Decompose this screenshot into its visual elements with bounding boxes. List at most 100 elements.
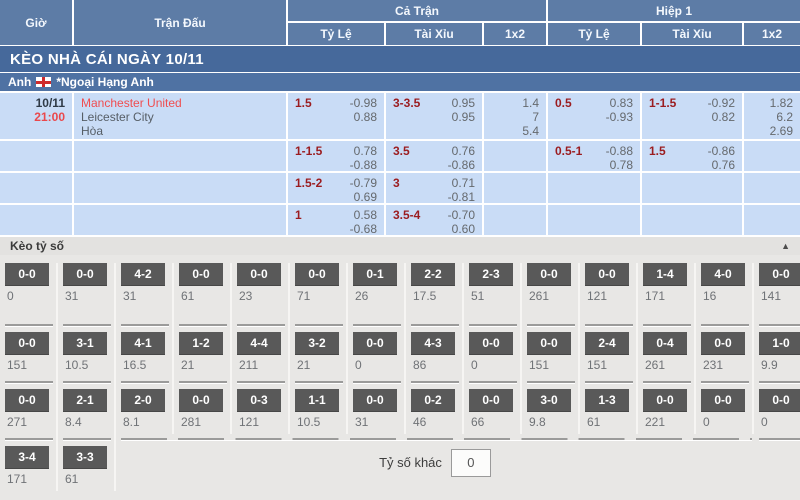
home-team[interactable]: Manchester United — [81, 96, 182, 110]
odd-value[interactable]: 0.95 — [451, 96, 475, 110]
ft-hdp-cell: 1 0.58 -0.68 — [288, 205, 384, 235]
handicap-value[interactable]: 3-3.5 — [393, 96, 421, 110]
handicap-value[interactable]: 1.5 — [295, 96, 312, 110]
odd-value[interactable]: 0.76 — [711, 158, 735, 171]
score-button[interactable]: 0-0 — [353, 332, 397, 354]
odd-value[interactable]: 0.78 — [609, 158, 633, 171]
score-button[interactable]: 2-1 — [63, 389, 107, 411]
score-odds: 21 — [181, 358, 195, 372]
odd-value[interactable]: 0.58 — [353, 208, 377, 222]
odd-value[interactable]: -0.86 — [447, 158, 475, 171]
handicap-value[interactable]: 0.5-1 — [555, 144, 583, 158]
away-team[interactable]: Leicester City — [81, 110, 154, 124]
score-button[interactable]: 0-0 — [353, 389, 397, 411]
odd-value[interactable]: 0.78 — [353, 144, 377, 158]
collapse-icon[interactable]: ▲ — [781, 241, 790, 251]
odd-value[interactable]: 0.82 — [711, 110, 735, 124]
score-button[interactable]: 0-0 — [759, 263, 800, 285]
1x2-odd[interactable]: 1.4 — [522, 96, 539, 110]
score-button[interactable]: 0-0 — [701, 389, 745, 411]
score-button[interactable]: 0-3 — [237, 389, 281, 411]
score-button[interactable]: 4-4 — [237, 332, 281, 354]
score-button[interactable]: 0-0 — [701, 332, 745, 354]
odd-value[interactable]: -0.88 — [605, 144, 633, 158]
handicap-value[interactable]: 1.5 — [649, 144, 666, 158]
score-button[interactable]: 2-0 — [121, 389, 165, 411]
score-button[interactable]: 0-0 — [5, 332, 49, 354]
score-button[interactable]: 3-3 — [63, 446, 107, 468]
score-button[interactable]: 1-1 — [295, 389, 339, 411]
odd-value[interactable]: 0.60 — [451, 222, 475, 235]
score-button[interactable]: 0-0 — [585, 263, 629, 285]
score-button[interactable]: 3-1 — [63, 332, 107, 354]
1x2-odd[interactable]: 5.4 — [522, 124, 539, 138]
score-button[interactable]: 4-3 — [411, 332, 455, 354]
odd-value[interactable]: 0.95 — [451, 110, 475, 124]
score-cell: 0-0 23 — [232, 263, 290, 320]
odd-value[interactable]: -0.93 — [605, 110, 633, 124]
score-button[interactable]: 0-0 — [643, 389, 687, 411]
handicap-value[interactable]: 3 — [393, 176, 400, 190]
odd-value[interactable]: -0.98 — [349, 96, 377, 110]
odd-value[interactable]: 0.88 — [353, 110, 377, 124]
score-button[interactable]: 3-4 — [5, 446, 49, 468]
handicap-value[interactable]: 0.5 — [555, 96, 572, 110]
handicap-value[interactable]: 1-1.5 — [649, 96, 677, 110]
handicap-value[interactable]: 1.5-2 — [295, 176, 323, 190]
draw-label[interactable]: Hòa — [81, 124, 104, 138]
score-button[interactable]: 2-3 — [469, 263, 513, 285]
header-full-time-group: Cả Trận — [288, 0, 546, 21]
score-button[interactable]: 3-2 — [295, 332, 339, 354]
score-button[interactable]: 2-2 — [411, 263, 455, 285]
score-button[interactable]: 0-4 — [643, 332, 687, 354]
score-button[interactable]: 4-0 — [701, 263, 745, 285]
handicap-value[interactable]: 1-1.5 — [295, 144, 323, 158]
odd-value[interactable]: -0.92 — [707, 96, 735, 110]
score-button[interactable]: 1-2 — [179, 332, 223, 354]
odd-value[interactable]: 0.76 — [451, 144, 475, 158]
odd-value[interactable]: 0.83 — [609, 96, 633, 110]
handicap-value[interactable]: 3.5-4 — [393, 208, 421, 222]
score-button[interactable]: 0-2 — [411, 389, 455, 411]
section-title: KÈO NHÀ CÁI NGÀY 10/11 — [0, 46, 800, 72]
league-band[interactable]: Anh *Ngoại Hạng Anh — [0, 73, 800, 91]
odd-value[interactable]: 0.69 — [353, 190, 377, 203]
score-button[interactable]: 0-0 — [469, 389, 513, 411]
odd-value[interactable]: -0.70 — [447, 208, 475, 222]
score-button[interactable]: 0-0 — [527, 263, 571, 285]
score-button[interactable]: 3-0 — [527, 389, 571, 411]
score-button[interactable]: 0-0 — [295, 263, 339, 285]
score-button[interactable]: 0-0 — [5, 263, 49, 285]
1x2-odd[interactable]: 6.2 — [776, 110, 793, 124]
odd-value[interactable]: -0.68 — [349, 222, 377, 235]
1x2-odd[interactable]: 2.69 — [769, 124, 793, 138]
score-button[interactable]: 0-0 — [237, 263, 281, 285]
odd-value[interactable]: -0.88 — [349, 158, 377, 171]
score-odds: 61 — [181, 289, 195, 303]
handicap-value[interactable]: 3.5 — [393, 144, 410, 158]
odd-value[interactable]: -0.86 — [707, 144, 735, 158]
score-button[interactable]: 0-0 — [527, 332, 571, 354]
1x2-odd[interactable]: 7 — [532, 110, 539, 124]
score-button[interactable]: 2-4 — [585, 332, 629, 354]
score-button[interactable]: 0-0 — [759, 389, 800, 411]
score-button[interactable]: 0-0 — [63, 263, 107, 285]
odd-value[interactable]: 0.71 — [451, 176, 475, 190]
score-button[interactable]: 1-3 — [585, 389, 629, 411]
score-button[interactable]: 0-0 — [179, 389, 223, 411]
score-section-bar[interactable]: Kèo tỷ số ▲ — [0, 237, 800, 255]
score-button[interactable]: 0-0 — [5, 389, 49, 411]
score-button[interactable]: 1-0 — [759, 332, 800, 354]
score-button[interactable]: 0-1 — [353, 263, 397, 285]
score-button[interactable]: 0-0 — [179, 263, 223, 285]
handicap-value[interactable]: 1 — [295, 208, 302, 222]
1x2-odd[interactable]: 1.82 — [769, 96, 793, 110]
score-button[interactable]: 4-1 — [121, 332, 165, 354]
odd-value[interactable]: -0.81 — [447, 190, 475, 203]
odd-value[interactable]: -0.79 — [349, 176, 377, 190]
score-button[interactable]: 0-0 — [469, 332, 513, 354]
score-button[interactable]: 1-4 — [643, 263, 687, 285]
other-score-input[interactable] — [450, 448, 491, 477]
score-odds: 10.5 — [297, 415, 321, 429]
score-button[interactable]: 4-2 — [121, 263, 165, 285]
